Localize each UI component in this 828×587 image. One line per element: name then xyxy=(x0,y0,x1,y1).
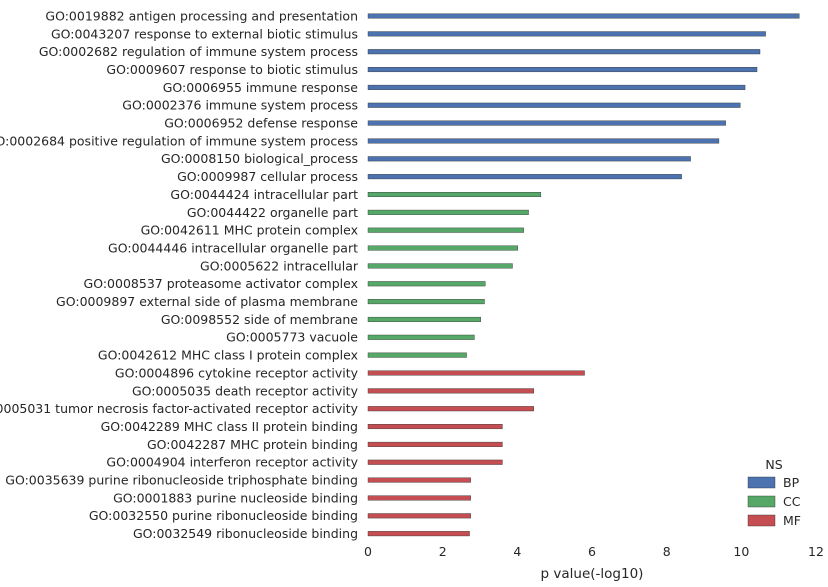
bars-layer xyxy=(367,13,800,537)
bar-mf-28 xyxy=(367,513,471,519)
bar-mf-25 xyxy=(367,459,503,465)
bar-cc-14 xyxy=(367,263,513,269)
bar-cc-16 xyxy=(367,299,485,305)
category-label: GO:0005773 vacuole xyxy=(226,330,358,345)
legend-swatch-cc xyxy=(747,495,776,508)
category-label: GO:0002684 positive regulation of immune… xyxy=(0,133,358,148)
bar-mf-24 xyxy=(367,441,503,447)
x-tick-label: 12 xyxy=(808,544,824,559)
bar-mf-27 xyxy=(367,495,471,501)
x-tick-label: 10 xyxy=(733,544,749,559)
bar-bp-4 xyxy=(367,84,746,90)
x-tick-label: 6 xyxy=(588,544,596,559)
bar-cc-15 xyxy=(367,281,486,287)
bar-bp-6 xyxy=(367,120,726,126)
category-label: GO:0004896 cytokine receptor activity xyxy=(115,365,359,380)
category-label: GO:0044424 intracellular part xyxy=(170,187,358,202)
bar-cc-18 xyxy=(367,334,475,340)
bar-cc-10 xyxy=(367,191,542,197)
x-tick-label: 4 xyxy=(513,544,521,559)
bar-bp-9 xyxy=(367,174,682,180)
category-label: GO:0009607 response to biotic stimulus xyxy=(106,62,358,77)
category-label: GO:0004904 interferon receptor activity xyxy=(106,455,358,470)
bar-cc-11 xyxy=(367,209,529,215)
category-label: GO:0032550 purine ribonucleoside binding xyxy=(89,508,358,523)
bar-cc-13 xyxy=(367,245,518,251)
category-label: GO:0005031 tumor necrosis factor-activat… xyxy=(0,401,359,416)
bar-bp-5 xyxy=(367,102,741,108)
bar-bp-7 xyxy=(367,138,720,144)
bar-mf-22 xyxy=(367,406,534,412)
bar-bp-0 xyxy=(367,13,800,19)
category-label: GO:0002376 immune system process xyxy=(122,98,358,113)
category-label: GO:0006952 defense response xyxy=(164,116,358,131)
bar-cc-17 xyxy=(367,316,481,322)
legend-label-bp: BP xyxy=(783,475,800,490)
category-label: GO:0009897 external side of plasma membr… xyxy=(56,294,358,309)
legend-title: NS xyxy=(765,457,782,472)
x-tick-label: 0 xyxy=(364,544,372,559)
category-label: GO:0008150 biological_process xyxy=(161,151,358,166)
category-label: GO:0042612 MHC class I protein complex xyxy=(98,348,358,363)
category-label: GO:0043207 response to external biotic s… xyxy=(51,26,358,41)
category-label: GO:0005035 death receptor activity xyxy=(132,383,359,398)
category-label: GO:0019882 antigen processing and presen… xyxy=(45,8,358,23)
legend-label-mf: MF xyxy=(783,513,801,528)
category-label: GO:0035639 purine ribonucleoside triphos… xyxy=(5,473,358,488)
bar-bp-1 xyxy=(367,31,766,37)
category-label: GO:0001883 purine nucleoside binding xyxy=(113,490,358,505)
category-label: GO:0009987 cellular process xyxy=(177,169,358,184)
bar-mf-29 xyxy=(367,531,470,537)
bar-mf-23 xyxy=(367,424,503,430)
category-label: GO:0006955 immune response xyxy=(163,80,359,95)
category-label: GO:0002682 regulation of immune system p… xyxy=(39,44,358,59)
x-axis-title: p value(-log10) xyxy=(541,566,644,582)
bar-mf-26 xyxy=(367,477,471,483)
category-label: GO:0008537 proteasome activator complex xyxy=(84,276,358,291)
category-label: GO:0042287 MHC protein binding xyxy=(147,437,358,452)
legend: NS BP CC MF xyxy=(747,457,801,528)
bar-bp-8 xyxy=(367,156,691,162)
x-axis-ticks: 0 2 4 6 8 10 12 xyxy=(364,544,824,559)
bar-mf-20 xyxy=(367,370,585,376)
category-labels: GO:0019882 antigen processing and presen… xyxy=(0,8,359,541)
x-tick-label: 2 xyxy=(439,544,447,559)
bar-mf-21 xyxy=(367,388,534,394)
x-tick-label: 8 xyxy=(663,544,671,559)
bar-cc-12 xyxy=(367,227,524,233)
legend-swatch-bp xyxy=(747,476,776,489)
category-label: GO:0005622 intracellular xyxy=(200,258,359,273)
category-label: GO:0032549 ribonucleoside binding xyxy=(133,526,358,541)
legend-label-cc: CC xyxy=(783,494,801,509)
category-label: GO:0044422 organelle part xyxy=(187,205,358,220)
category-label: GO:0042289 MHC class II protein binding xyxy=(101,419,358,434)
category-label: GO:0044446 intracellular organelle part xyxy=(108,240,358,255)
bar-cc-19 xyxy=(367,352,467,358)
legend-swatch-mf xyxy=(747,514,776,527)
category-label: GO:0098552 side of membrane xyxy=(161,312,358,327)
category-label: GO:0042611 MHC protein complex xyxy=(141,223,358,238)
bar-bp-3 xyxy=(367,67,758,73)
bar-bp-2 xyxy=(367,49,761,55)
